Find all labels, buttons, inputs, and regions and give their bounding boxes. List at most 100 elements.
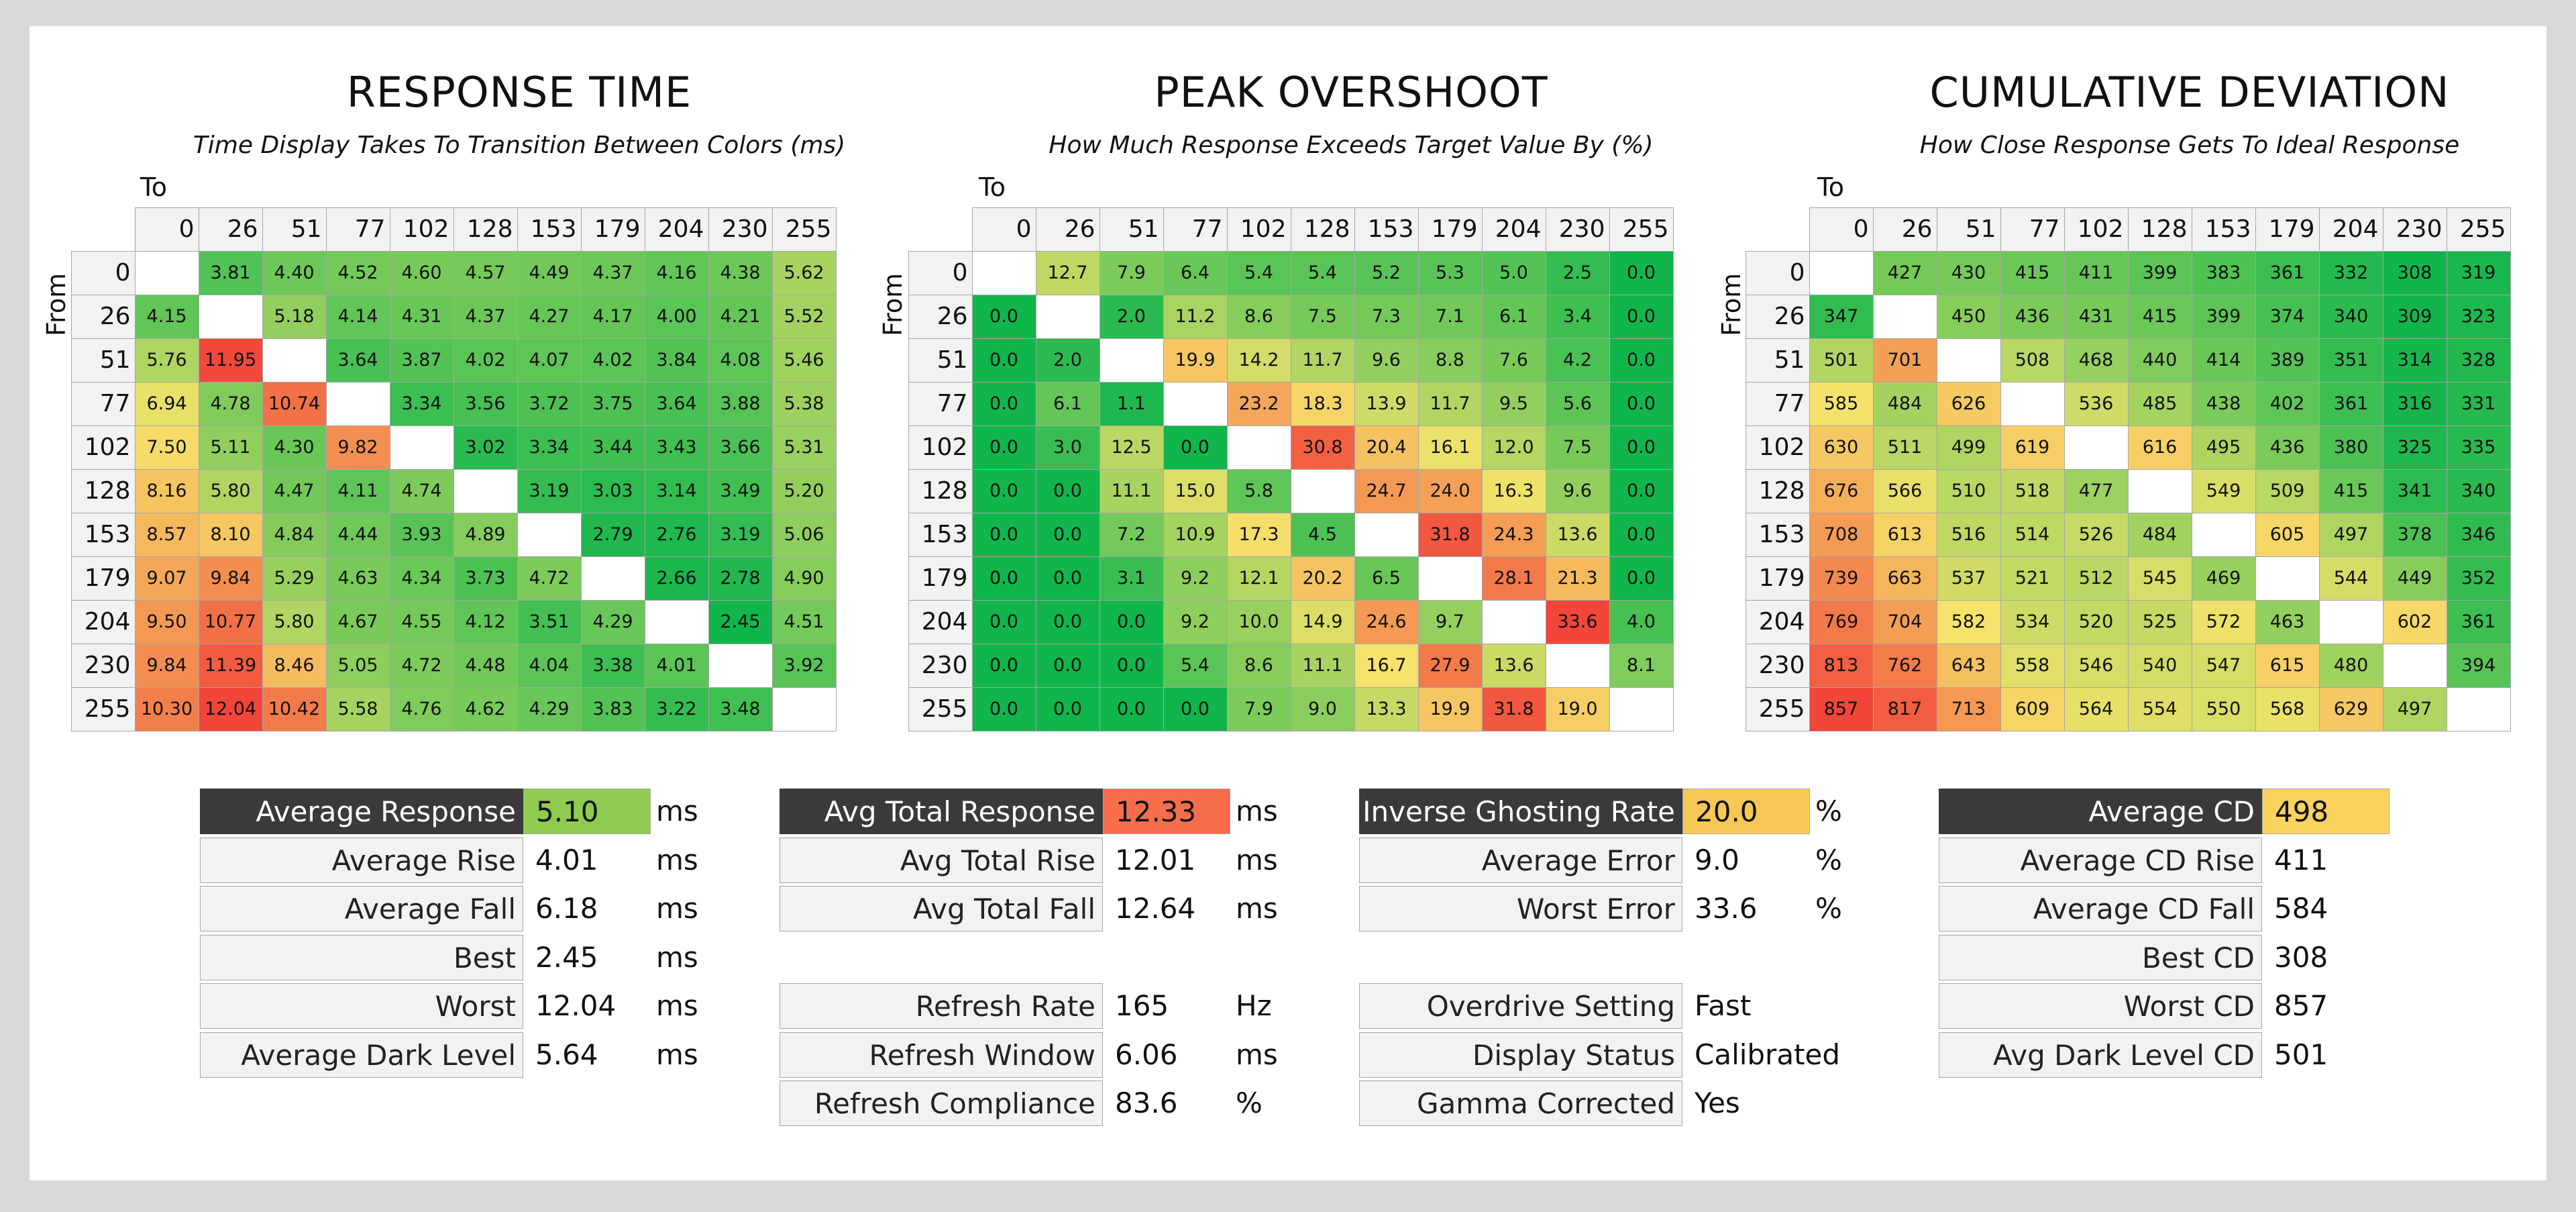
peak-overshoot-cell: 5.4: [1163, 643, 1228, 688]
response-time-cell: 4.01: [644, 643, 709, 688]
response-time-row-header: 153: [71, 512, 136, 557]
response-time-cell: 4.08: [708, 338, 773, 383]
cumulative-deviation-cell: 495: [2191, 425, 2256, 470]
stat-label: Avg Dark Level CD: [1939, 1031, 2262, 1078]
cumulative-deviation-cell: 450: [1936, 294, 2001, 339]
cumulative-deviation-cell: 463: [2255, 599, 2320, 644]
cumulative-deviation-cell: 554: [2127, 687, 2192, 731]
cumulative-deviation-cell: 526: [2063, 512, 2129, 557]
cumulative-deviation-cell: 537: [1936, 556, 2001, 601]
response-time-cell: 4.78: [198, 381, 263, 426]
peak-overshoot-cell: 11.7: [1417, 381, 1483, 426]
cumulative-deviation-cell: 540: [2127, 643, 2192, 688]
response-time-cell: 3.03: [580, 468, 645, 513]
response-time-title: RESPONSE TIME: [346, 68, 692, 117]
cumulative-deviation-cell: 713: [1936, 687, 2001, 731]
stat-row-total: Avg Total Fall 12.64 ms: [780, 886, 1311, 931]
response-time-cell: 12.04: [198, 687, 263, 731]
stat-label: Average CD Fall: [1939, 886, 2262, 931]
stat-row-refresh: Refresh Window 6.06 ms: [780, 1031, 1311, 1078]
peak-overshoot-cell: 30.8: [1290, 425, 1355, 470]
stat-label: Refresh Compliance: [780, 1080, 1103, 1126]
response-time-cell: 10.30: [134, 687, 199, 731]
peak-overshoot-cell: 14.2: [1226, 338, 1291, 383]
cumulative-deviation-col-header: 204: [2318, 207, 2383, 252]
cumulative-deviation-cell-empty: [2127, 468, 2192, 513]
stat-value: 308: [2274, 940, 2328, 974]
response-time-cell: 4.76: [389, 687, 454, 731]
cumulative-deviation-cell: 676: [1809, 468, 1874, 513]
response-time-cell: 4.67: [325, 599, 390, 644]
cumulative-deviation-cell: 549: [2191, 468, 2256, 513]
response-time-cell: 10.77: [198, 599, 263, 644]
response-time-cell: 11.39: [198, 643, 263, 688]
stat-value: 6.18: [535, 892, 598, 925]
cumulative-deviation-cell: 477: [2063, 468, 2129, 513]
cumulative-deviation-cell: 626: [1936, 381, 2001, 426]
stat-label: Overdrive Setting: [1359, 983, 1682, 1029]
response-time-col-header: 128: [453, 207, 518, 252]
peak-overshoot-row-header: 0: [908, 250, 973, 295]
peak-overshoot-cell: 3.1: [1099, 556, 1164, 601]
cumulative-deviation-cell: 323: [2446, 294, 2511, 339]
peak-overshoot-cell-empty: [1035, 294, 1100, 339]
cumulative-deviation-col-header: 102: [2063, 207, 2129, 252]
response-time-cell-empty: [134, 250, 199, 295]
response-time-from-label: From: [42, 272, 71, 336]
response-time-cell: 8.16: [134, 468, 199, 513]
peak-overshoot-cell: 6.5: [1354, 556, 1419, 601]
cumulative-deviation-cell: 352: [2446, 556, 2511, 601]
cumulative-deviation-cell-empty: [1872, 294, 1937, 339]
response-time-cell: 4.40: [262, 250, 327, 295]
stat-value: 4.01: [535, 843, 598, 876]
cumulative-deviation-cell: 545: [2127, 556, 2192, 601]
peak-overshoot-cell: 15.0: [1163, 468, 1228, 513]
response-time-cell: 6.94: [134, 381, 199, 426]
response-time-cell: 5.11: [198, 425, 263, 470]
response-time-cell: 4.15: [134, 294, 199, 339]
peak-overshoot-cell: 7.5: [1545, 425, 1610, 470]
response-time-cell: 4.72: [517, 556, 582, 601]
stat-unit: ms: [1236, 843, 1278, 876]
peak-overshoot-cell: 0.0: [1099, 599, 1164, 644]
response-time-cell: 4.89: [453, 512, 518, 557]
stat-value: Calibrated: [1695, 1038, 1841, 1071]
cumulative-deviation-cell: 585: [1809, 381, 1874, 426]
stat-unit: %: [1815, 795, 1842, 827]
response-time-cell: 4.37: [580, 250, 645, 295]
stat-label: Avg Total Fall: [780, 886, 1103, 931]
stat-row-response: Worst 12.04 ms: [200, 983, 731, 1029]
cumulative-deviation-cell: 316: [2382, 381, 2447, 426]
stat-row-response: Average Response 5.10 ms: [200, 789, 731, 834]
response-time-cell: 3.66: [708, 425, 773, 470]
stat-value: Fast: [1695, 989, 1752, 1022]
response-time-cell: 3.02: [453, 425, 518, 470]
response-time-row-header: 179: [71, 556, 136, 601]
cumulative-deviation-cell: 436: [2000, 294, 2065, 339]
cumulative-deviation-cell: 568: [2255, 687, 2320, 731]
cumulative-deviation-cell: 704: [1872, 599, 1937, 644]
stat-label: Average Rise: [200, 837, 523, 883]
cumulative-deviation-cell: 449: [2382, 556, 2447, 601]
response-time-to-label: To: [140, 172, 168, 202]
peak-overshoot-col-header: 230: [1545, 207, 1610, 252]
response-time-cell: 4.30: [262, 425, 327, 470]
cumulative-deviation-col-header: 26: [1872, 207, 1937, 252]
response-time-cell: 4.72: [389, 643, 454, 688]
stat-row-response: Average Dark Level 5.64 ms: [200, 1031, 731, 1078]
stat-value: 498: [2262, 789, 2390, 834]
response-time-cell: 4.38: [708, 250, 773, 295]
response-time-cell: 3.43: [644, 425, 709, 470]
cumulative-deviation-col-header: 255: [2446, 207, 2511, 252]
cumulative-deviation-cell: 431: [2063, 294, 2129, 339]
peak-overshoot-cell: 9.6: [1545, 468, 1610, 513]
stat-label: Inverse Ghosting Rate: [1359, 789, 1682, 834]
peak-overshoot-col-header: 128: [1290, 207, 1355, 252]
response-time-cell: 4.47: [262, 468, 327, 513]
peak-overshoot-heatmap: 0 26 51 77 102 128 153 179 204 230 255 0 12.7 7.9 6.4 5…: [908, 207, 1674, 731]
cumulative-deviation-cell: 335: [2446, 425, 2511, 470]
response-time-cell: 4.55: [389, 599, 454, 644]
peak-overshoot-cell: 0.0: [1609, 425, 1674, 470]
cumulative-deviation-cell: 399: [2127, 250, 2192, 295]
response-time-cell: 5.80: [198, 468, 263, 513]
